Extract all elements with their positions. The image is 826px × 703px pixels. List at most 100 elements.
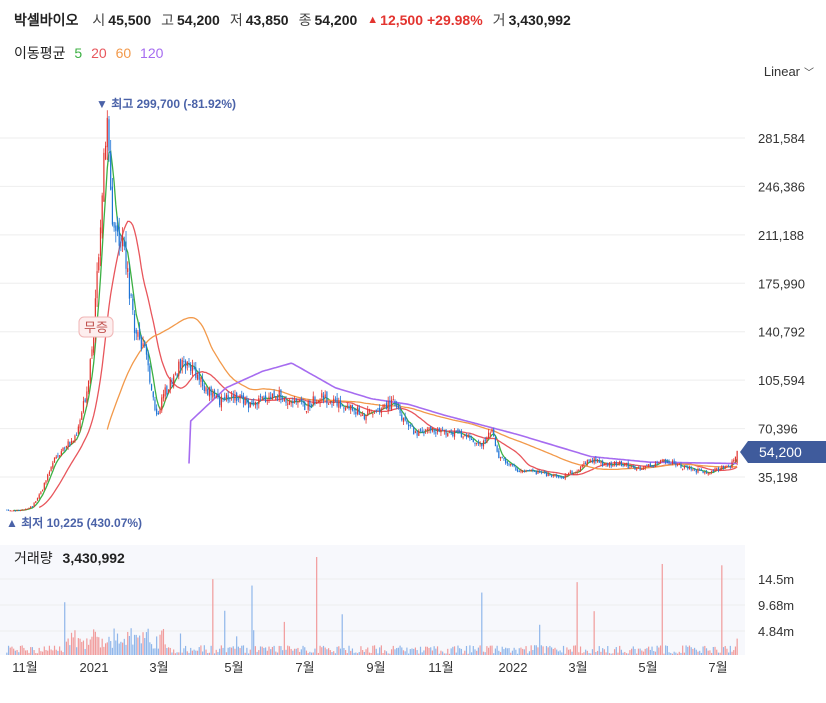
candle-body bbox=[312, 396, 314, 405]
candle-body bbox=[355, 411, 357, 415]
volume-bar bbox=[402, 650, 405, 655]
volume-bar bbox=[321, 647, 323, 655]
volume-bar bbox=[334, 653, 336, 655]
volume-bar bbox=[397, 647, 399, 655]
candle-body bbox=[77, 426, 79, 434]
volume-bar bbox=[47, 650, 49, 655]
volume-bar bbox=[619, 645, 621, 655]
candle-body bbox=[150, 384, 153, 391]
volume-bar bbox=[590, 653, 592, 655]
chevron-down-icon: ﹀ bbox=[804, 68, 814, 79]
volume-bar bbox=[559, 650, 561, 655]
volume-bar bbox=[624, 651, 626, 655]
time-tick-label: 3월 bbox=[149, 660, 168, 675]
candle-body bbox=[666, 461, 668, 463]
volume-bar bbox=[7, 645, 10, 655]
volume-bar bbox=[591, 649, 594, 655]
candle-body bbox=[183, 360, 185, 362]
candle-body bbox=[198, 372, 200, 380]
volume-panel-label: 거래량 3,430,992 bbox=[14, 550, 125, 566]
volume-bar bbox=[460, 648, 462, 655]
candle-body bbox=[113, 222, 115, 228]
candle-body bbox=[435, 432, 437, 434]
volume-bar bbox=[613, 649, 616, 655]
candle-body bbox=[331, 404, 333, 406]
candle-body bbox=[518, 471, 520, 473]
scale-dropdown[interactable]: Linear ﹀ bbox=[764, 64, 814, 79]
volume-bar bbox=[728, 652, 730, 655]
volume-bar bbox=[96, 636, 98, 655]
volume-bar bbox=[139, 635, 141, 655]
volume-bar bbox=[511, 650, 514, 655]
candle-body bbox=[596, 460, 599, 462]
volume-bar bbox=[375, 648, 377, 655]
candle-body bbox=[244, 399, 246, 406]
candle-body bbox=[24, 509, 27, 511]
ma-5-label[interactable]: 5 bbox=[74, 45, 83, 61]
candle-body bbox=[535, 471, 537, 475]
volume-bar bbox=[81, 641, 83, 655]
volume-bar bbox=[133, 634, 136, 655]
candle-body bbox=[571, 470, 573, 474]
candle-body bbox=[734, 456, 737, 461]
candle-body bbox=[588, 459, 590, 462]
volume-bar bbox=[77, 638, 79, 655]
volume-bar bbox=[709, 650, 711, 655]
candle-body bbox=[205, 387, 207, 392]
volume-bar bbox=[307, 653, 309, 655]
candle-body bbox=[356, 407, 359, 414]
volume-bar bbox=[496, 645, 498, 655]
candle-body bbox=[557, 476, 560, 478]
candle-body bbox=[65, 445, 68, 448]
volume-bar bbox=[564, 653, 566, 655]
ma-60-label[interactable]: 60 bbox=[115, 45, 132, 61]
high-annotation: ▼ 최고 299,700 (-81.92%) bbox=[96, 96, 236, 111]
volume-bar bbox=[40, 651, 42, 655]
candle-body bbox=[120, 241, 122, 243]
volume-bar bbox=[74, 630, 76, 655]
candle-body bbox=[513, 464, 515, 467]
candle-body bbox=[450, 431, 452, 433]
volume-bar bbox=[447, 648, 449, 655]
ma-120-label[interactable]: 120 bbox=[140, 45, 164, 61]
candle-body bbox=[35, 501, 37, 503]
volume-bar bbox=[110, 641, 112, 655]
volume-bar bbox=[535, 645, 537, 655]
candle-body bbox=[634, 466, 636, 470]
candle-body bbox=[494, 437, 497, 447]
candle-body bbox=[224, 396, 226, 400]
volume-bar bbox=[94, 631, 96, 655]
ma-20-label[interactable]: 20 bbox=[91, 45, 107, 61]
candle-body bbox=[324, 394, 326, 398]
volume-bar bbox=[392, 645, 394, 655]
candle-body bbox=[293, 400, 296, 403]
volume-bar bbox=[520, 647, 522, 655]
candle-body bbox=[110, 152, 112, 190]
candle-body bbox=[414, 431, 417, 433]
volume-bar bbox=[57, 650, 59, 655]
volume-bar bbox=[348, 645, 350, 655]
candle-body bbox=[309, 400, 311, 407]
volume-bar bbox=[712, 646, 714, 655]
volume-bar bbox=[118, 643, 120, 655]
volume-bar bbox=[537, 647, 539, 655]
candle-body bbox=[18, 509, 20, 511]
candle-body bbox=[632, 465, 634, 467]
candle-body bbox=[190, 365, 192, 371]
candle-body bbox=[147, 353, 149, 366]
volume-bar bbox=[275, 651, 277, 655]
candle-body bbox=[91, 349, 93, 357]
candle-body bbox=[603, 463, 605, 466]
candle-body bbox=[93, 333, 95, 353]
candle-body bbox=[84, 399, 86, 402]
volume-bar bbox=[353, 652, 355, 655]
candle-body bbox=[549, 474, 551, 476]
volume-bar bbox=[217, 652, 219, 655]
volume-bar bbox=[705, 648, 708, 655]
volume-bar bbox=[116, 633, 119, 655]
volume-bar bbox=[65, 641, 68, 655]
candle-body bbox=[208, 387, 211, 397]
candle-body bbox=[646, 464, 648, 466]
mujeung-marker[interactable]: 무증 bbox=[78, 316, 114, 338]
